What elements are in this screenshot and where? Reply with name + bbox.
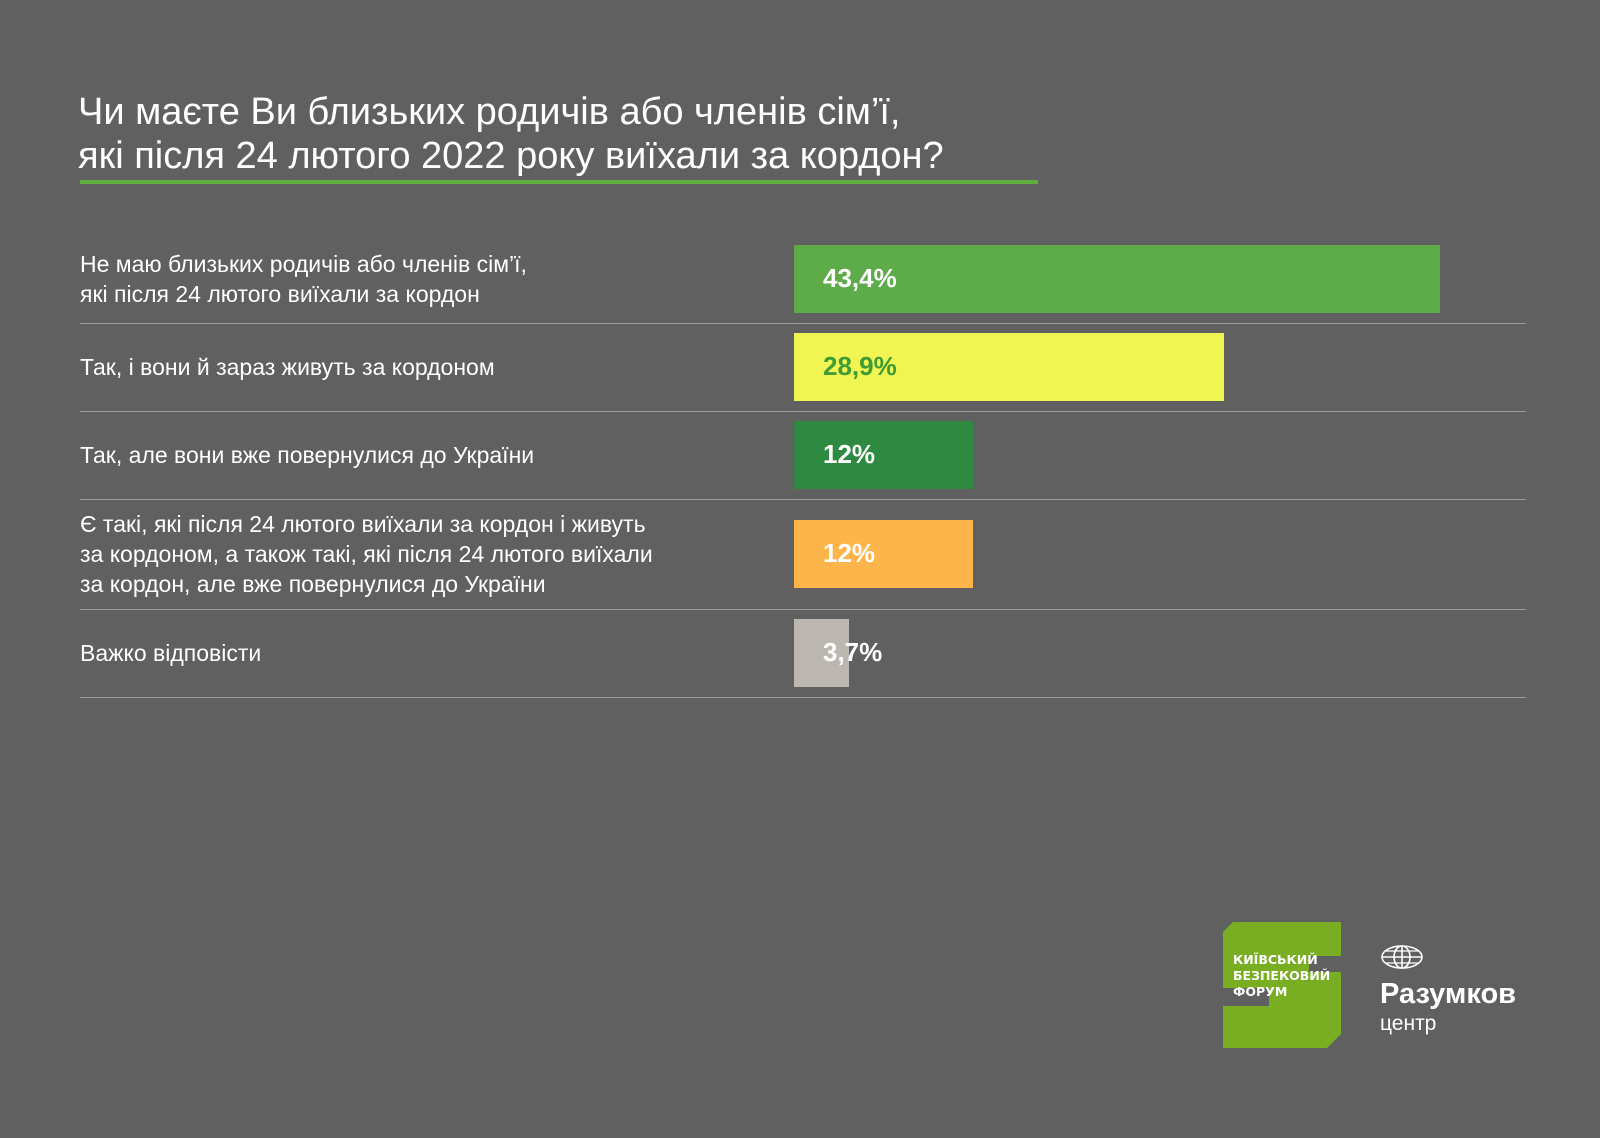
kyiv-security-forum-logo — [1223, 922, 1341, 1048]
row-divider — [80, 697, 1526, 698]
bar — [794, 619, 850, 687]
category-label: Так, але вони вже повернулися до України — [80, 442, 535, 468]
row-divider — [80, 411, 1526, 412]
kbf-logo-line-2: БЕЗПЕКОВИЙ — [1233, 968, 1331, 983]
horizontal-bar-chart: Не маю близьких родичів або членів сім’ї… — [80, 245, 1526, 698]
title-underline — [80, 180, 1038, 184]
bar-value-label: 12% — [823, 538, 876, 568]
row-divider — [80, 323, 1526, 324]
category-label: Так, і вони й зараз живуть за кордоном — [80, 354, 495, 380]
bar — [794, 520, 973, 588]
chart-title-line-1: Чи маєте Ви близьких родичів або членів … — [78, 91, 901, 133]
kbf-logo-text: КИЇВСЬКИЙ БЕЗПЕКОВИЙ ФОРУМ — [1233, 952, 1330, 1000]
chart-title: Чи маєте Ви близьких родичів або членів … — [78, 90, 1078, 178]
chart-title-line-2: які після 24 лютого 2022 року виїхали за… — [78, 135, 944, 177]
bar-value-label: 28,9% — [823, 351, 897, 381]
bar — [794, 333, 1225, 401]
row-divider — [80, 499, 1526, 500]
bar-value-label: 43,4% — [823, 263, 897, 293]
bar-value-label: 12% — [823, 439, 876, 469]
category-label: Є такі, які після 24 лютого виїхали за к… — [80, 511, 653, 597]
bar — [794, 421, 973, 489]
row-divider — [80, 609, 1526, 610]
kbf-logo-line-1: КИЇВСЬКИЙ — [1233, 952, 1318, 967]
razumkov-logo-subtitle: центр — [1380, 1012, 1437, 1035]
kbf-logo-line-3: ФОРУМ — [1233, 984, 1288, 999]
globe-icon — [1381, 945, 1423, 969]
category-label: Важко відповісти — [80, 640, 262, 666]
bar-value-label: 3,7% — [823, 637, 883, 667]
kbf-logo-shape — [1223, 922, 1341, 1048]
razumkov-logo-name: Разумков — [1380, 978, 1517, 1010]
bar — [794, 245, 1440, 313]
category-label: Не маю близьких родичів або членів сім’ї… — [80, 251, 527, 307]
